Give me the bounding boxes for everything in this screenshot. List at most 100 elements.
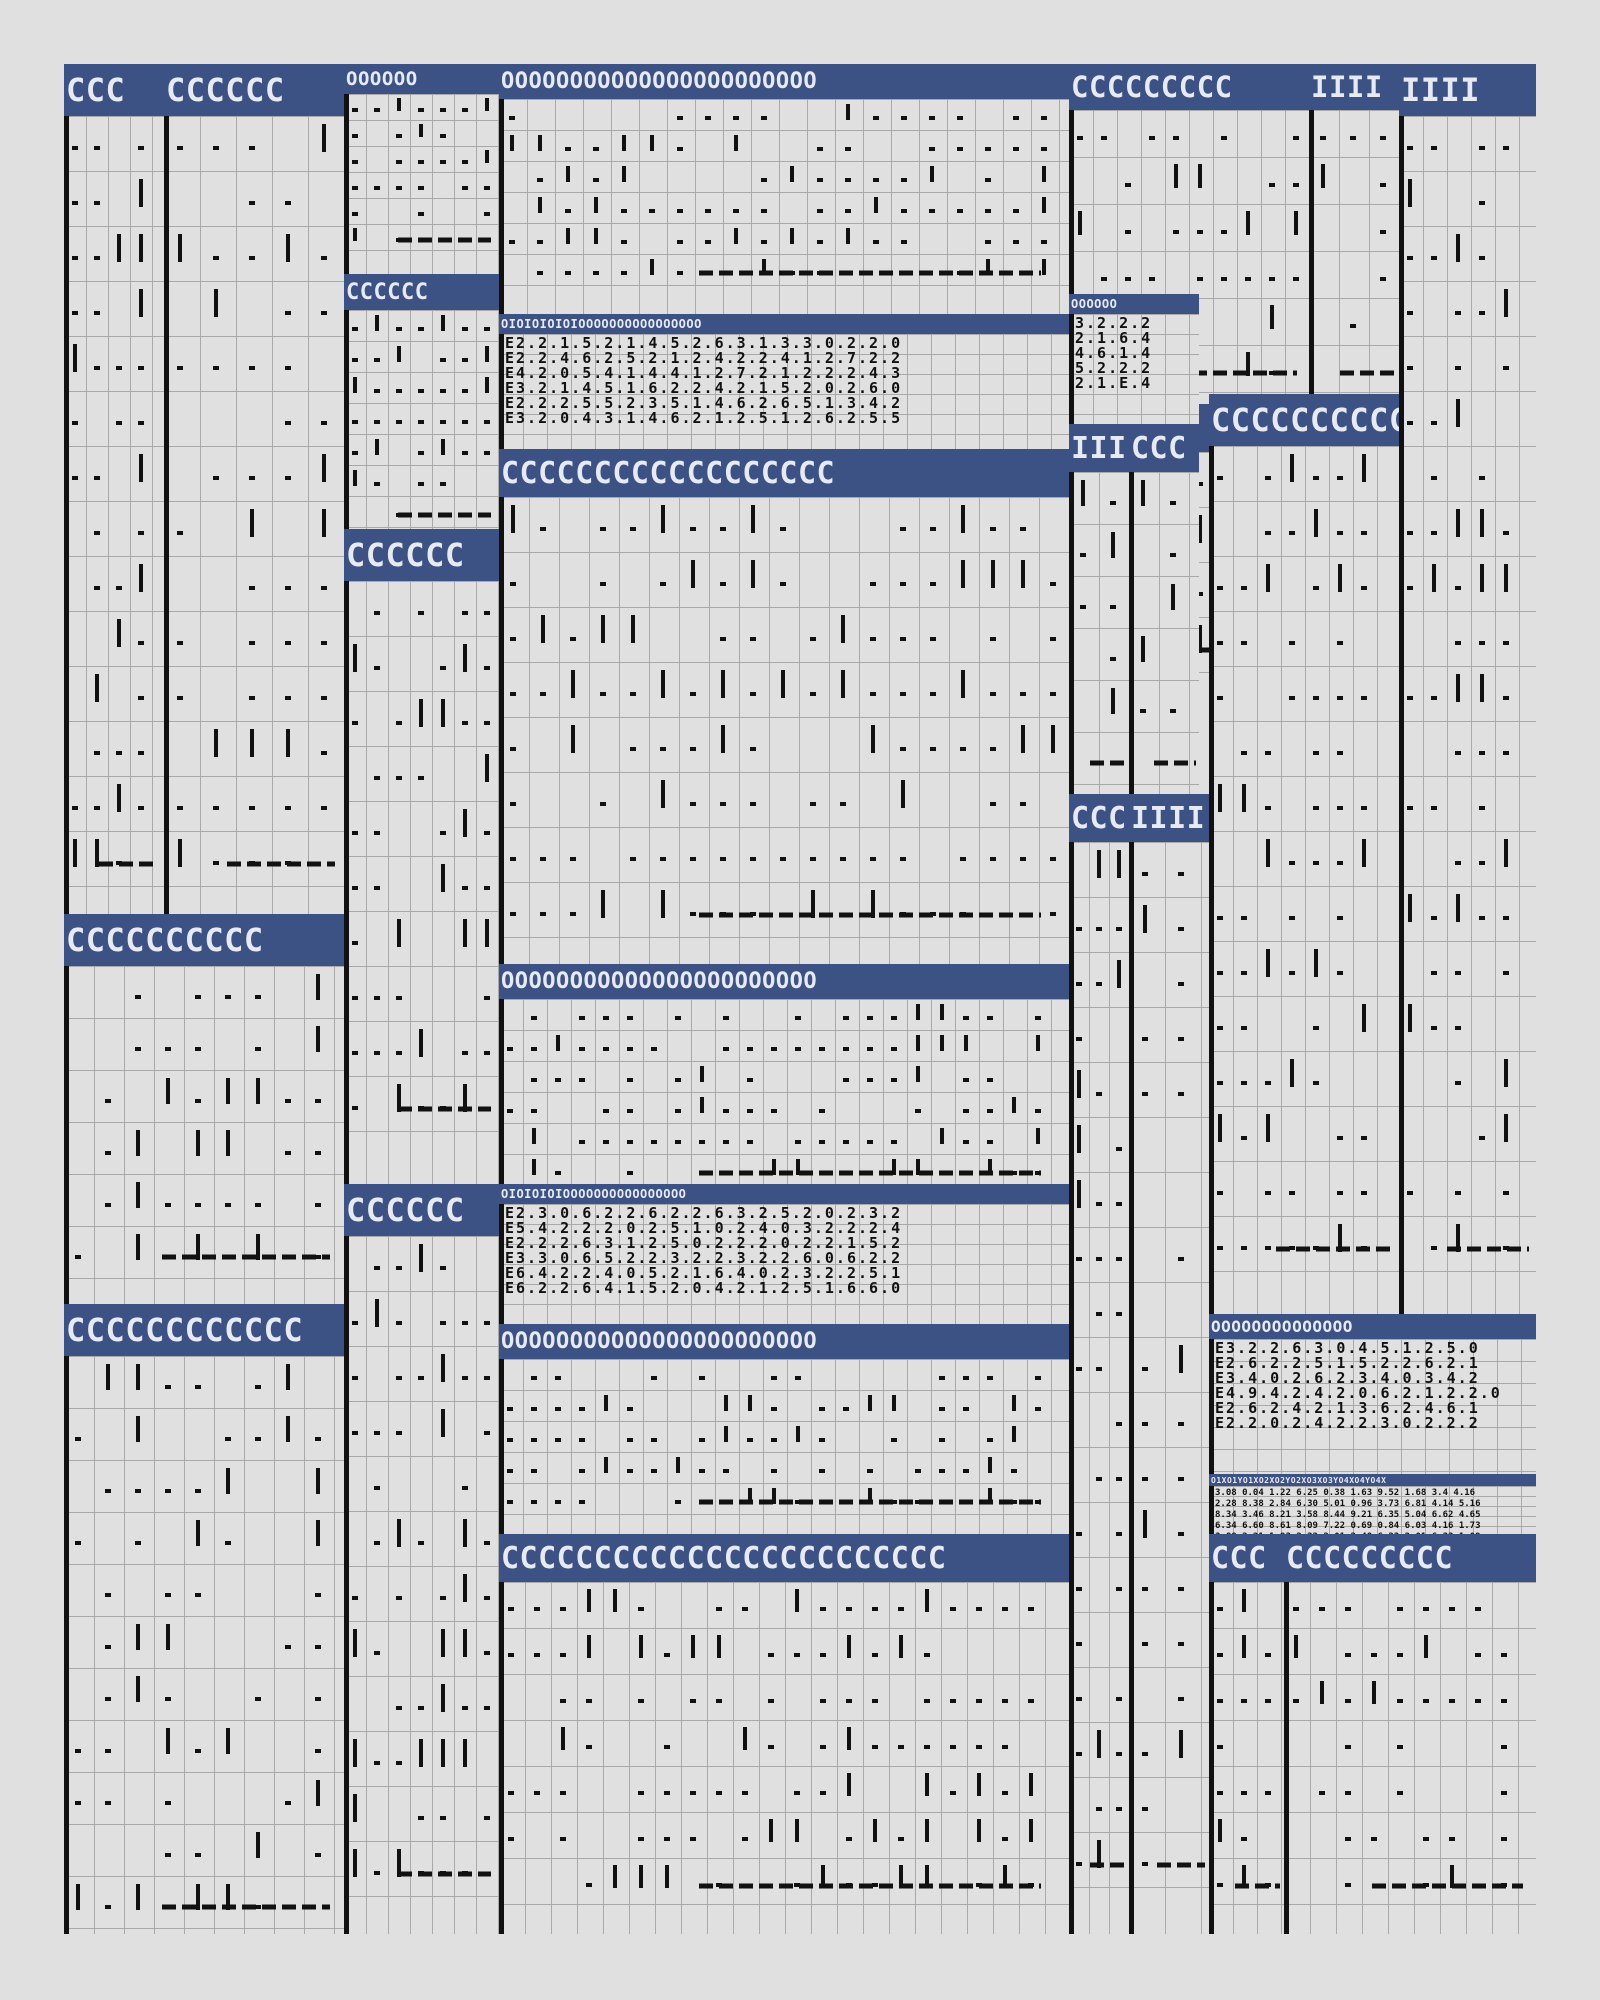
- panel-body[interactable]: [499, 99, 1069, 314]
- cell-bar: [1480, 564, 1484, 592]
- cell-dot: [1076, 1862, 1082, 1866]
- panel-header[interactable]: CCCCCC: [344, 274, 499, 310]
- panel-header[interactable]: OIOIOIOIOIOOOOOOOOOOOOOOOO: [499, 314, 1069, 334]
- cell-dot: [352, 1596, 358, 1600]
- panel-body[interactable]: E3.2.2.6.3.0.4.5.1.2.5.0 E2.6.2.2.5.1.5.2…: [1209, 1339, 1536, 1474]
- cell-dot: [418, 1706, 424, 1710]
- cell-dot: [1002, 1699, 1008, 1703]
- panel-body[interactable]: [344, 1236, 499, 1934]
- panel-body[interactable]: E2.3.0.6.2.2.6.2.2.6.3.2.5.2.0.2.3.2 E5.4…: [499, 1204, 1069, 1324]
- cell-dot: [1178, 1477, 1184, 1481]
- panel-header[interactable]: CCCCCCCCC: [1069, 64, 1309, 110]
- panel-body[interactable]: 3.2.2.2 2.1.6.4 4.6.1.4 5.2.2.2 2.1.E.4: [1069, 314, 1199, 424]
- panel-body[interactable]: [1209, 1582, 1284, 1934]
- cell-bar: [988, 1488, 992, 1504]
- panel-body[interactable]: [1129, 842, 1209, 1934]
- cell-dot: [723, 1109, 729, 1113]
- panel-header[interactable]: CCCCCC: [164, 64, 344, 116]
- panel-body[interactable]: [499, 497, 1069, 964]
- cell-bar: [316, 1468, 320, 1494]
- panel-header[interactable]: OOOOOO: [1069, 294, 1199, 314]
- panel-header[interactable]: OOOOOOOOOOOOOOOOOOOOOOO: [499, 1324, 1069, 1359]
- panel-header[interactable]: CCC: [64, 64, 164, 116]
- panel-body[interactable]: [64, 116, 164, 914]
- panel-body[interactable]: [64, 1356, 344, 1934]
- panel-header[interactable]: OOOOOOOOOOOOOOOOOOOOOOO: [499, 64, 1069, 99]
- cell-bar: [419, 1029, 423, 1057]
- cell-bar: [353, 1629, 357, 1657]
- panel-header[interactable]: OOOOOOOOOOOOOO: [1209, 1314, 1536, 1339]
- cell-dot: [761, 209, 767, 213]
- cell-dot: [1479, 641, 1485, 645]
- panel-body[interactable]: [1129, 472, 1199, 794]
- numeric-cells: 3.2.2.2 2.1.6.4 4.6.1.4 5.2.2.2 2.1.E.4: [1075, 316, 1199, 424]
- panel-body[interactable]: 3.08 0.04 1.22 6.25 0.38 1.63 9.52 1.68 …: [1209, 1486, 1536, 1534]
- sheet-panel-p22: CCCCCCCCCCCCCCCCCCCCCCCC: [499, 1534, 1069, 1934]
- cell-dot: [1293, 1699, 1299, 1703]
- panel-header[interactable]: CCCCCCCCCCCC: [64, 1304, 344, 1356]
- cell-dot: [1501, 1699, 1507, 1703]
- cell-marks: [352, 1244, 491, 1877]
- numeric-row: 3.08 0.04 1.22 6.25 0.38 1.63 9.52 1.68 …: [1215, 1488, 1476, 1498]
- cell-dot: [699, 1140, 705, 1144]
- panel-header[interactable]: IIII: [1129, 794, 1209, 842]
- cell-dot: [440, 160, 446, 164]
- cell-bar: [1042, 259, 1046, 275]
- panel-body[interactable]: [164, 116, 344, 914]
- panel-header[interactable]: CCCCCCCCC: [1284, 1534, 1536, 1582]
- panel-body[interactable]: [1209, 446, 1399, 1314]
- cell-dot: [1116, 1477, 1122, 1481]
- panel-body[interactable]: [499, 1359, 1069, 1534]
- cell-dot: [285, 806, 291, 810]
- panel-body[interactable]: [1069, 842, 1129, 1934]
- panel-header[interactable]: IIII: [1069, 424, 1129, 472]
- panel-body[interactable]: [1399, 116, 1536, 1314]
- cell-dot: [509, 116, 515, 120]
- panel-header[interactable]: CCCCCCCCCCCCCCCCCC: [499, 449, 1069, 497]
- cell-dot: [116, 586, 122, 590]
- cell-dot: [1337, 971, 1343, 975]
- cell-dot: [1076, 1697, 1082, 1701]
- cell-dot: [1431, 1246, 1437, 1250]
- cell-dot: [540, 912, 546, 916]
- cell-dot: [1013, 209, 1019, 213]
- cell-dot: [484, 186, 490, 190]
- panel-header[interactable]: CCC: [1129, 424, 1199, 472]
- panel-body[interactable]: [344, 310, 499, 529]
- panel-body[interactable]: [499, 999, 1069, 1194]
- panel-header[interactable]: IIII: [1309, 64, 1399, 110]
- cell-dot: [1475, 1699, 1481, 1703]
- panel-body[interactable]: [344, 581, 499, 1184]
- panel-header[interactable]: CCC: [1069, 794, 1129, 842]
- panel-header[interactable]: OOOOOOOOOOOOOOOOOOOOOOO: [499, 964, 1069, 999]
- cell-bar: [532, 1128, 536, 1144]
- cell-dot: [900, 857, 906, 861]
- panel-header[interactable]: CCC: [1209, 1534, 1284, 1582]
- panel-header[interactable]: CCCCCCCCCCCCCCCCCCCCCCCC: [499, 1534, 1069, 1582]
- numeric-row: E3.3.0.6.5.2.2.3.2.2.3.2.2.6.0.6.2.2: [505, 1249, 903, 1267]
- panel-body[interactable]: [1284, 1582, 1536, 1934]
- cell-dot: [843, 1078, 849, 1082]
- cell-dot: [195, 1749, 201, 1753]
- panel-body[interactable]: [499, 1582, 1069, 1934]
- cell-dot: [352, 358, 358, 362]
- panel-header[interactable]: CCCCCCCCCC: [1209, 394, 1399, 446]
- panel-header[interactable]: CCCCCCCCCC: [64, 914, 344, 966]
- panel-body[interactable]: [344, 94, 499, 274]
- cell-dot: [374, 1761, 380, 1765]
- panel-header[interactable]: IIII: [1399, 64, 1536, 116]
- panel-body[interactable]: [1309, 110, 1399, 394]
- panel-header-label: CCC: [1211, 1540, 1267, 1576]
- panel-header[interactable]: CCCCCC: [344, 1184, 499, 1236]
- panel-header[interactable]: OOOOOO: [344, 64, 499, 94]
- cell-dot: [985, 209, 991, 213]
- panel-header[interactable]: CCCCCC: [344, 529, 499, 581]
- cell-dot: [484, 1816, 490, 1820]
- cell-dot: [1178, 1092, 1184, 1096]
- panel-header[interactable]: O1XO1YO1XO2XO2YO2XO3XO3YO4XO4YO4X: [1209, 1474, 1536, 1486]
- panel-body[interactable]: [1069, 472, 1129, 794]
- panel-header[interactable]: OIOIOIOIOOOOOOOOOOOOOOOO: [499, 1184, 1069, 1204]
- cell-dot: [1337, 476, 1343, 480]
- panel-body[interactable]: E2.2.1.5.2.1.4.5.2.6.3.1.3.3.0.2.2.0 E2.2…: [499, 334, 1069, 449]
- panel-body[interactable]: [64, 966, 344, 1304]
